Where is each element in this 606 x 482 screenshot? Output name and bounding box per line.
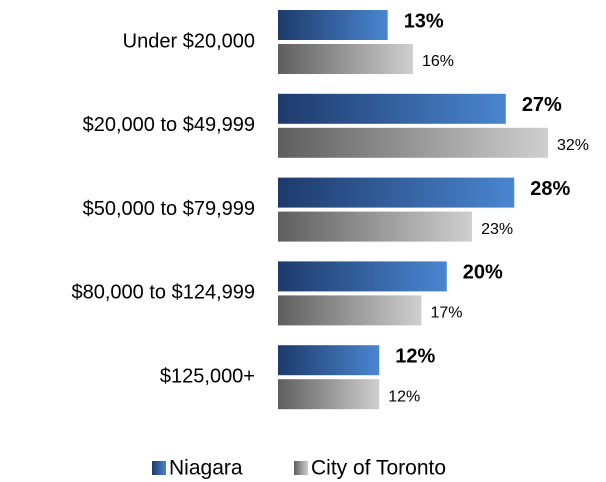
data-label: 23% [481, 221, 513, 238]
data-label: 17% [430, 305, 462, 322]
bar [278, 211, 473, 242]
data-label: 13% [404, 10, 444, 32]
bar [278, 44, 413, 74]
category-label: $20,000 to $49,999 [83, 114, 255, 136]
bar [278, 127, 548, 158]
legend-swatch [294, 461, 308, 475]
data-label: 16% [422, 53, 454, 70]
data-label: 32% [557, 137, 589, 154]
bar [278, 295, 422, 326]
data-label: 20% [463, 262, 503, 284]
category-label: $50,000 to $79,999 [83, 198, 255, 220]
bar [278, 10, 388, 40]
data-label: 12% [395, 345, 435, 367]
bar [278, 379, 380, 410]
data-label: 27% [522, 94, 562, 116]
category-label: $80,000 to $124,999 [71, 282, 255, 304]
bar [278, 93, 506, 124]
category-label: Under $20,000 [123, 30, 255, 52]
bar [278, 261, 447, 292]
bar [278, 177, 515, 208]
bar [278, 345, 380, 376]
legend-swatch [152, 461, 166, 475]
category-label: $125,000+ [160, 365, 255, 387]
legend-label: Niagara [169, 457, 243, 480]
data-label: 12% [388, 388, 420, 405]
legend-label: City of Toronto [311, 457, 446, 480]
data-label: 28% [530, 178, 570, 200]
